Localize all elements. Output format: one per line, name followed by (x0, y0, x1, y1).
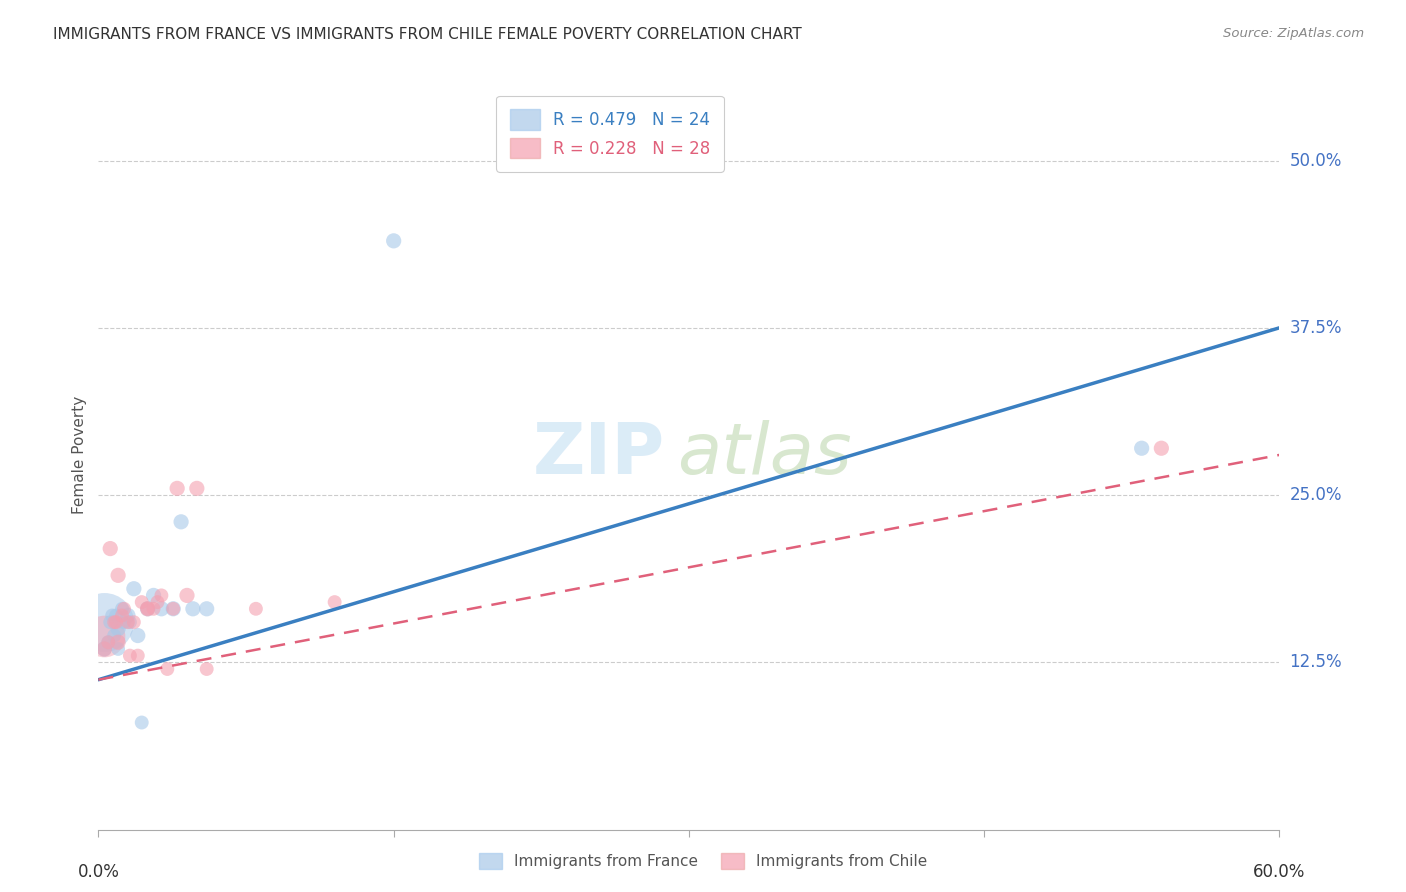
Point (105, 615, 128, 630)
Point (111, 602, 134, 616)
Text: 37.5%: 37.5% (1289, 318, 1341, 337)
Point (146, 595, 169, 609)
Point (1150, 442, 1173, 456)
Point (103, 629, 125, 643)
Point (93, 615, 115, 630)
Point (166, 482, 188, 496)
Point (150, 589, 173, 603)
Point (107, 642, 129, 657)
Point (156, 662, 179, 676)
Point (112, 602, 135, 616)
Point (170, 515, 193, 529)
Point (97, 635, 120, 649)
Point (245, 602, 267, 616)
Point (181, 602, 204, 616)
Legend: R = 0.479   N = 24, R = 0.228   N = 28: R = 0.479 N = 24, R = 0.228 N = 28 (496, 96, 724, 172)
Text: 0.0%: 0.0% (77, 863, 120, 881)
Point (136, 602, 159, 616)
Point (107, 635, 129, 649)
Point (118, 648, 141, 663)
Point (131, 595, 153, 609)
Legend: Immigrants from France, Immigrants from Chile: Immigrants from France, Immigrants from … (472, 847, 934, 875)
Y-axis label: Female Poverty: Female Poverty (72, 396, 87, 514)
Point (103, 615, 125, 630)
Point (117, 608, 139, 623)
Text: 60.0%: 60.0% (1253, 863, 1306, 881)
Point (118, 615, 141, 630)
Text: 12.5%: 12.5% (1289, 653, 1341, 672)
Point (176, 589, 198, 603)
Point (142, 602, 165, 616)
Point (136, 602, 159, 616)
Point (1130, 442, 1153, 456)
Point (112, 615, 135, 630)
Text: Source: ZipAtlas.com: Source: ZipAtlas.com (1223, 27, 1364, 40)
Point (107, 568, 129, 582)
Point (97, 635, 120, 649)
Text: ZIP: ZIP (533, 420, 665, 490)
Point (162, 602, 184, 616)
Point (186, 482, 208, 496)
Text: 25.0%: 25.0% (1289, 486, 1341, 504)
Point (111, 608, 134, 623)
Text: 50.0%: 50.0% (1289, 152, 1341, 169)
Point (93, 629, 115, 643)
Point (127, 648, 149, 663)
Point (93, 642, 115, 657)
Point (195, 662, 218, 676)
Text: atlas: atlas (678, 420, 852, 490)
Point (98, 615, 121, 630)
Point (195, 602, 218, 616)
Point (127, 629, 149, 643)
Point (93, 642, 115, 657)
Point (122, 615, 145, 630)
Point (142, 589, 165, 603)
Point (382, 234, 405, 248)
Point (117, 615, 139, 630)
Point (107, 622, 129, 636)
Text: IMMIGRANTS FROM FRANCE VS IMMIGRANTS FROM CHILE FEMALE POVERTY CORRELATION CHART: IMMIGRANTS FROM FRANCE VS IMMIGRANTS FRO… (53, 27, 803, 42)
Point (101, 608, 124, 623)
Point (162, 602, 184, 616)
Point (323, 595, 346, 609)
Point (136, 602, 159, 616)
Point (131, 715, 153, 730)
Point (122, 582, 145, 596)
Point (150, 602, 173, 616)
Point (105, 608, 128, 623)
Point (98, 541, 121, 556)
